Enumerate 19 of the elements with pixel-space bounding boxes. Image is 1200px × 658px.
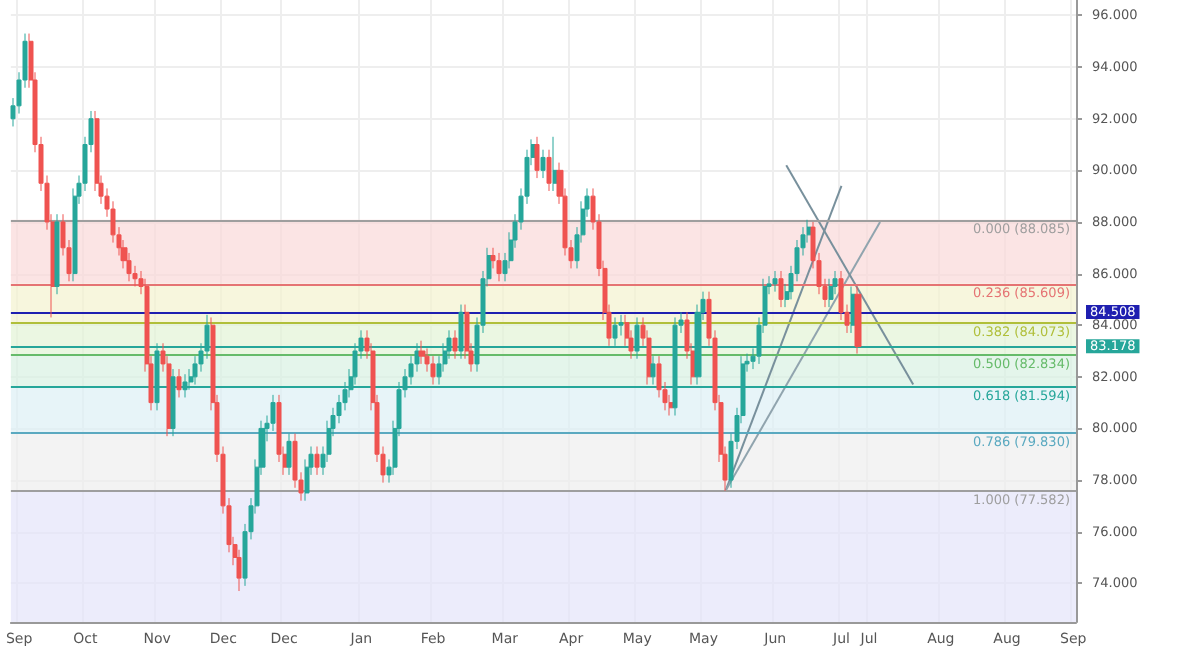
candlestick: [778, 270, 784, 308]
candlestick: [534, 136, 540, 179]
candlestick: [828, 278, 834, 308]
candlestick: [314, 446, 320, 476]
candlestick: [496, 252, 502, 282]
candlestick: [540, 149, 546, 179]
candlestick: [418, 340, 426, 365]
candlestick: [452, 329, 458, 360]
candlestick: [286, 433, 292, 476]
candlestick: [546, 149, 552, 192]
candlestick: [430, 355, 436, 386]
candlestick: [854, 285, 862, 355]
candlestick: [170, 368, 176, 437]
candlestick: [458, 304, 464, 360]
candlestick: [850, 285, 856, 334]
candlestick: [772, 270, 778, 293]
candlestick: [552, 136, 558, 192]
candlestick: [54, 213, 60, 295]
candlestick: [176, 368, 182, 398]
